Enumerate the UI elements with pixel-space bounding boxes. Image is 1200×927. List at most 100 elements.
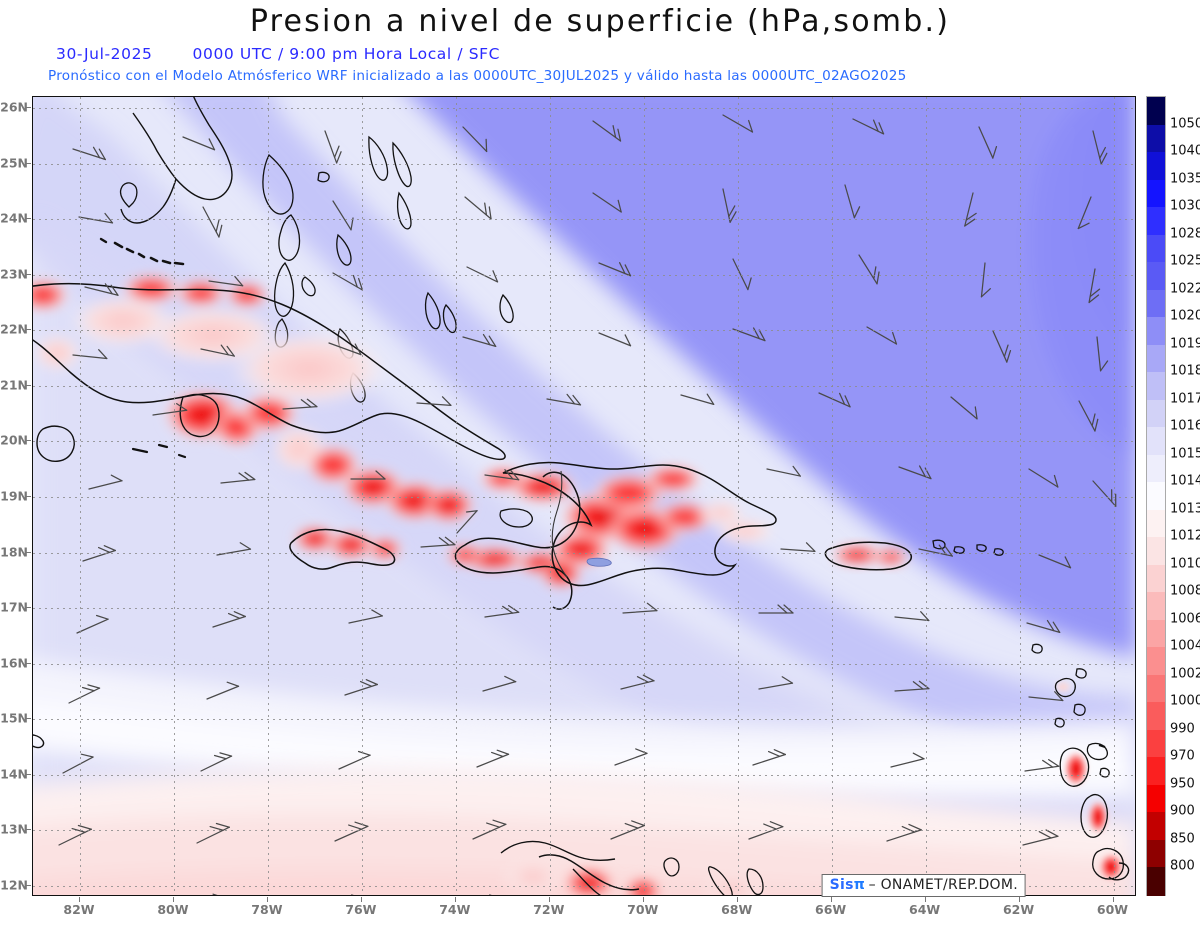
colorbar-tick-label: 1000 — [1170, 693, 1200, 709]
colorbar-tick-label: 1020 — [1170, 308, 1200, 324]
gridline-lat — [33, 274, 1135, 276]
gridline-lat — [33, 663, 1135, 665]
x-axis-tick-label: 82W — [63, 902, 95, 917]
x-axis-tick-label: 80W — [157, 902, 189, 917]
gridline-lon — [925, 97, 927, 895]
run-time-label: 0000 UTC / 9:00 pm Hora Local / SFC — [192, 45, 501, 63]
gridline-lat — [33, 774, 1135, 776]
gridline-lon — [737, 97, 739, 895]
colorbar-tick-label: 900 — [1170, 803, 1195, 819]
x-axis-tick — [548, 897, 550, 902]
y-axis-tick — [26, 384, 31, 386]
gridline-lat — [33, 219, 1135, 221]
y-axis-tick — [26, 162, 31, 164]
y-axis-tick-label: 14N — [0, 766, 28, 782]
x-axis-tick-label: 62W — [1002, 902, 1035, 917]
colorbar-tick-label: 1010 — [1170, 556, 1200, 572]
colorbar — [1146, 96, 1166, 896]
y-axis-tick-label: 16N — [0, 655, 28, 671]
y-axis-tick-label: 12N — [0, 877, 28, 893]
y-axis-tick-label: 18N — [0, 544, 28, 560]
x-axis-tick — [642, 897, 644, 902]
colorbar-band — [1147, 867, 1165, 896]
model-description: Pronóstico con el Modelo Atmósferico WRF… — [48, 68, 907, 84]
x-axis-tick — [924, 897, 926, 902]
x-axis-tick — [736, 897, 738, 902]
colorbar-tick-label: 1014 — [1170, 473, 1200, 489]
colorbar-tick-label: 1013 — [1170, 501, 1200, 517]
x-axis-tick-label: 76W — [345, 902, 377, 917]
brand-pi-icon: π — [853, 877, 865, 893]
colorbar-tick-label: 1050 — [1170, 116, 1200, 132]
agency-label: – ONAMET/REP.DOM. — [868, 877, 1018, 893]
colorbar-tick-label: 1008 — [1170, 583, 1200, 599]
colorbar-band — [1147, 592, 1165, 621]
colorbar-tick-label: 1040 — [1170, 143, 1200, 159]
colorbar-band — [1147, 179, 1165, 208]
y-axis-tick — [26, 273, 31, 275]
run-info-line: 30-Jul-2025 0000 UTC / 9:00 pm Hora Local… — [56, 45, 500, 63]
colorbar-band — [1147, 317, 1165, 346]
colorbar-band — [1147, 647, 1165, 676]
x-axis-tick — [1112, 897, 1114, 902]
y-axis-tick — [26, 884, 31, 886]
colorbar-tick-label: 1004 — [1170, 638, 1200, 654]
y-axis-tick-label: 15N — [0, 710, 28, 726]
colorbar-band — [1147, 427, 1165, 456]
colorbar-band — [1147, 262, 1165, 291]
colorbar-band — [1147, 152, 1165, 181]
y-axis-tick — [26, 551, 31, 553]
colorbar-tick-label: 990 — [1170, 721, 1195, 737]
gridline-lon — [455, 97, 457, 895]
y-axis-tick-label: 22N — [0, 321, 28, 337]
colorbar-tick-label: 850 — [1170, 831, 1195, 847]
colorbar-tick-label: 1017 — [1170, 391, 1200, 407]
colorbar-tick-label: 1030 — [1170, 198, 1200, 214]
gridline-lat — [33, 108, 1135, 110]
colorbar-band — [1147, 207, 1165, 236]
colorbar-band — [1147, 509, 1165, 538]
gridline-lon — [549, 97, 551, 895]
gridline-lat — [33, 608, 1135, 610]
x-axis-tick-label: 60W — [1096, 902, 1129, 917]
colorbar-band — [1147, 729, 1165, 758]
gridline-lat — [33, 719, 1135, 721]
colorbar-tick-label: 950 — [1170, 776, 1195, 792]
colorbar-tick-label: 800 — [1170, 858, 1195, 874]
y-axis-tick-label: 21N — [0, 377, 28, 393]
map-plot-area — [32, 96, 1136, 896]
y-axis-tick — [26, 607, 31, 609]
x-axis-tick — [172, 897, 174, 902]
x-axis-tick-label: 74W — [439, 902, 471, 917]
colorbar-band — [1147, 482, 1165, 511]
gridline-lat — [33, 441, 1135, 443]
colorbar-band — [1147, 674, 1165, 703]
gridline-lat — [33, 497, 1135, 498]
colorbar-band — [1147, 564, 1165, 593]
y-axis-tick-label: 23N — [0, 266, 28, 282]
colorbar-band — [1147, 702, 1165, 731]
x-axis-tick — [360, 897, 362, 902]
colorbar-tick-label: 1028 — [1170, 226, 1200, 242]
forecast-date: 30-Jul-2025 — [56, 45, 153, 63]
colorbar-band — [1147, 619, 1165, 648]
gridline-lon — [79, 97, 81, 895]
colorbar-band — [1147, 372, 1165, 401]
y-axis-tick — [26, 496, 31, 497]
colorbar-tick-label: 1022 — [1170, 281, 1200, 297]
x-axis-tick-label: 68W — [721, 902, 753, 917]
x-axis-tick — [1018, 897, 1020, 902]
colorbar-band — [1147, 289, 1165, 318]
colorbar-tick-label: 1016 — [1170, 418, 1200, 434]
gridline-lon — [361, 97, 363, 895]
colorbar-band — [1147, 812, 1165, 841]
gridline-lon — [173, 97, 175, 895]
gridline-lon — [643, 97, 645, 895]
colorbar-tick-label: 1006 — [1170, 611, 1200, 627]
gridline-lon — [1113, 97, 1115, 895]
y-axis-tick — [26, 107, 31, 109]
gridline-lon — [267, 97, 269, 895]
page-title: Presion a nivel de superficie (hPa,somb.… — [249, 4, 951, 39]
x-axis-tick — [266, 897, 268, 902]
colorbar-band — [1147, 784, 1165, 814]
